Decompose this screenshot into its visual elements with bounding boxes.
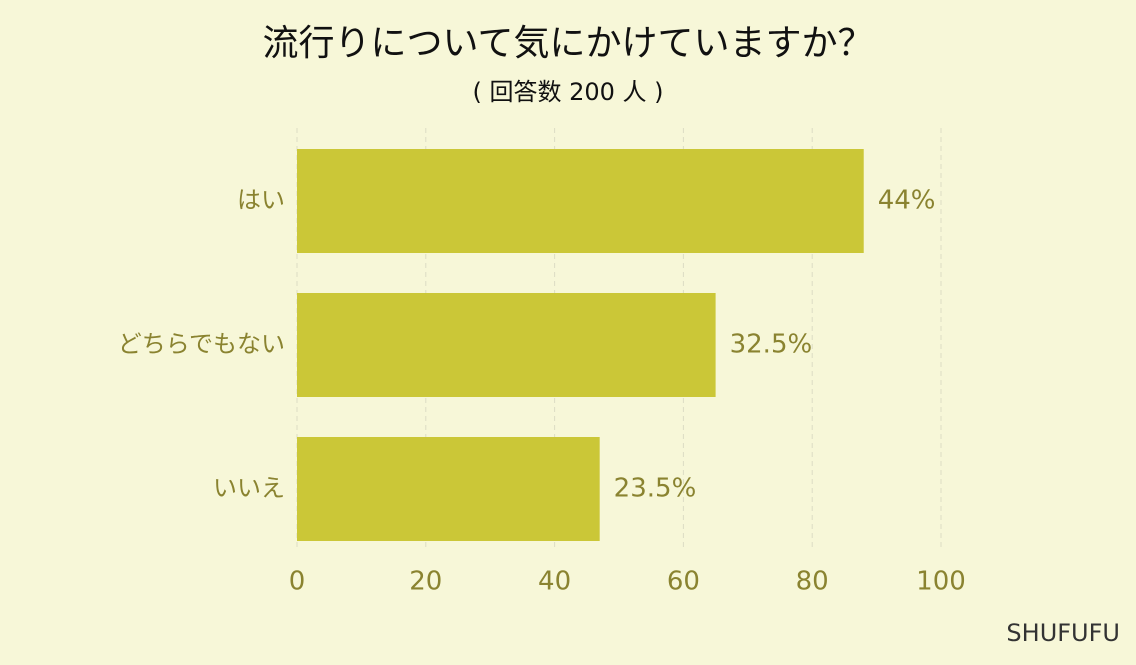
watermark: SHUFUFU xyxy=(1006,619,1120,647)
y-tick-label: はい xyxy=(237,186,285,214)
value-label: 23.5% xyxy=(614,474,697,504)
x-tick-label: 80 xyxy=(796,567,829,597)
bar xyxy=(297,293,716,397)
value-label: 44% xyxy=(878,186,936,216)
bar xyxy=(297,437,600,541)
value-label: 32.5% xyxy=(730,330,813,360)
bar xyxy=(297,149,864,253)
x-tick-label: 40 xyxy=(538,567,571,597)
chart-subtitle: ( 回答数 200 人 ) xyxy=(472,78,663,106)
y-tick-label: どちらでもない xyxy=(118,330,285,358)
y-tick-label: いいえ xyxy=(213,474,285,502)
x-tick-label: 20 xyxy=(409,567,442,597)
x-tick-label: 0 xyxy=(289,567,306,597)
x-tick-label: 60 xyxy=(667,567,700,597)
chart-title: 流行りについて気にかけていますか？ xyxy=(263,23,874,64)
x-tick-label: 100 xyxy=(916,567,966,597)
